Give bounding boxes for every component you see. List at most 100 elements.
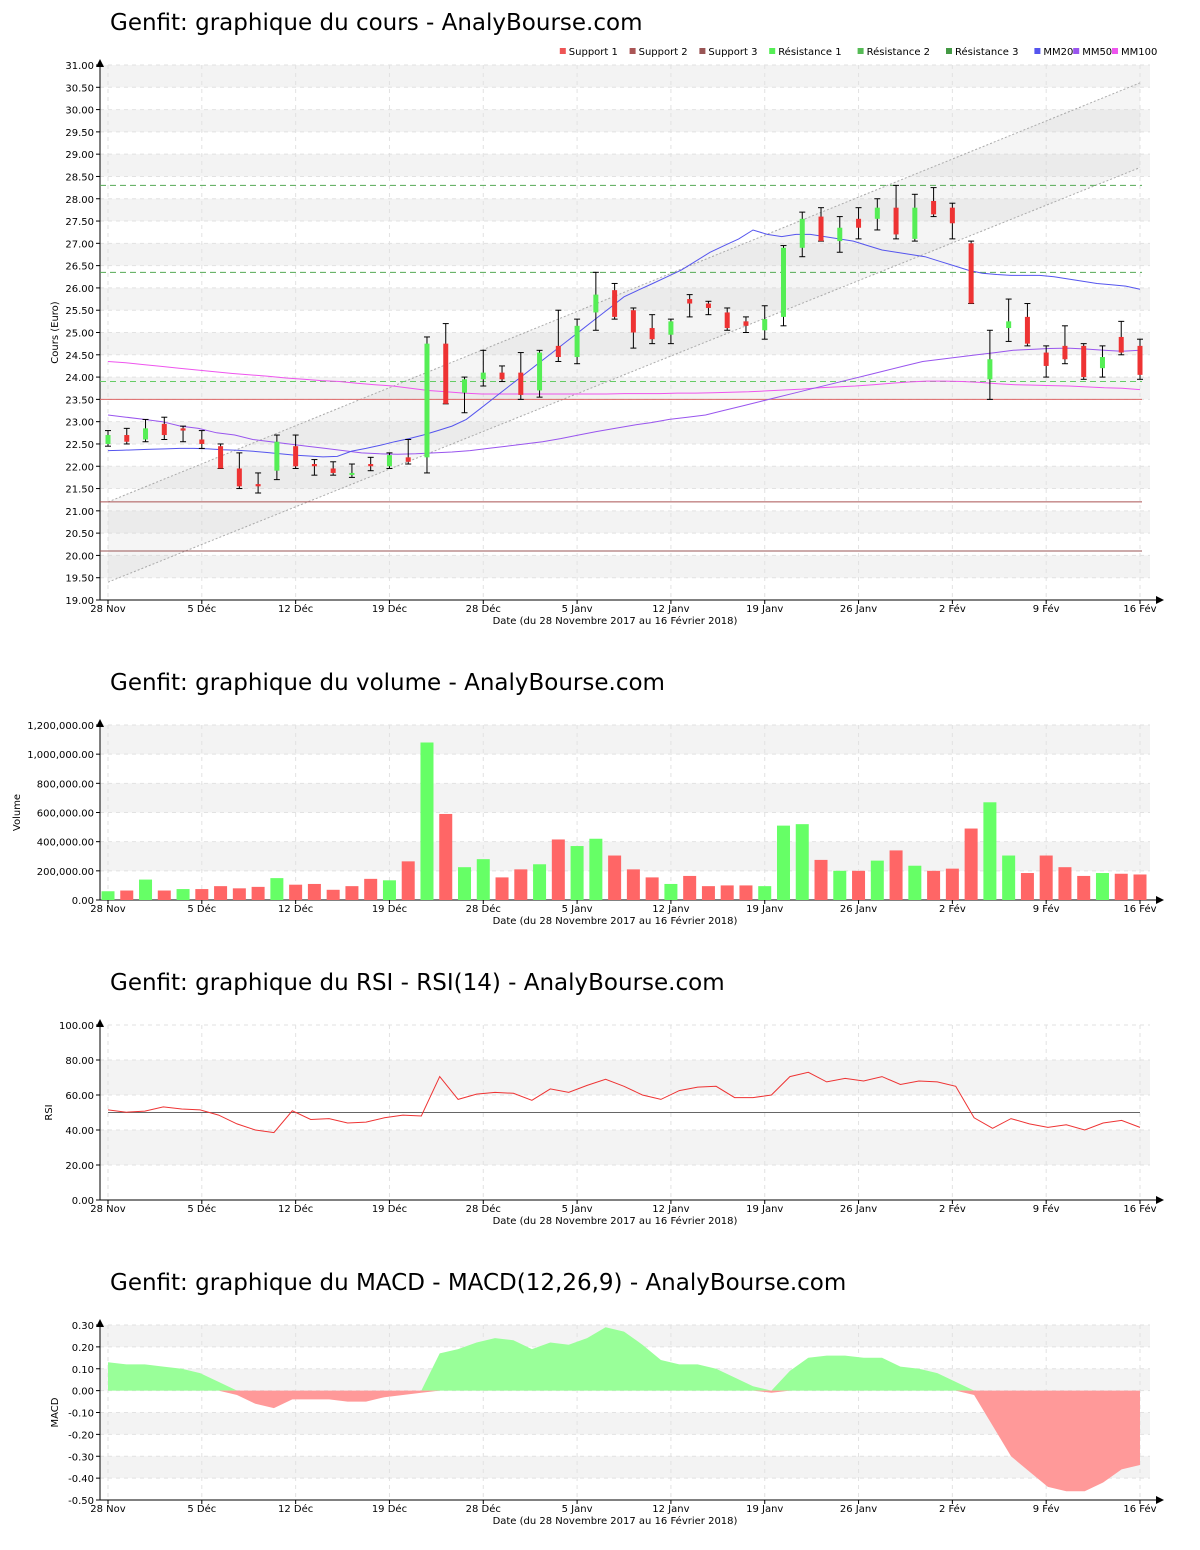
y-tick-label: 24.00: [65, 373, 94, 384]
grid-band: [100, 1456, 1150, 1479]
legend-label: Support 2: [639, 47, 688, 58]
macd-negative-area: [108, 1390, 1140, 1492]
x-tick-label: 9 Fév: [1033, 1203, 1060, 1215]
grid-band: [100, 555, 1150, 578]
y-tick-label: 27.50: [65, 217, 94, 228]
mm20-line: [107, 229, 1141, 458]
x-tick-label: 28 Déc: [466, 1203, 501, 1215]
rsi-panel: Genfit: graphique du RSI - RSI(14) - Ana…: [0, 960, 1200, 1240]
legend-label: Support 1: [569, 47, 618, 58]
y-tick-label: 0.10: [72, 1365, 94, 1376]
y-tick-label: 0.00: [72, 896, 94, 907]
y-tick-label: -0.10: [68, 1409, 94, 1420]
mm100-line: [107, 361, 1141, 395]
volume-bar: [739, 885, 753, 900]
x-tick-label: 5 Janv: [562, 904, 593, 915]
volume-bar: [1058, 867, 1072, 900]
candle-body: [1062, 345, 1068, 360]
candle-body: [1099, 357, 1105, 369]
volume-bar: [852, 870, 866, 900]
volume-bar: [120, 890, 134, 900]
x-tick-label: 28 Nov: [90, 1504, 126, 1515]
volume-panel: Genfit: graphique du volume - AnalyBours…: [0, 660, 1200, 940]
candle-body: [499, 372, 505, 380]
x-tick-label: 9 Fév: [1033, 603, 1060, 615]
volume-bar: [289, 884, 303, 900]
trend-channel: [108, 82, 1140, 583]
volume-bar: [533, 864, 547, 900]
candle-body: [311, 464, 317, 467]
x-axis-title: Date (du 28 Novembre 2017 au 16 Février …: [493, 1515, 738, 1527]
y-tick-label: 21.00: [65, 507, 94, 518]
grid-band: [100, 783, 1150, 813]
volume-chart-title: Genfit: graphique du volume - AnalyBours…: [110, 670, 665, 696]
volume-bar: [1077, 875, 1091, 900]
x-tick-label: 26 Janv: [840, 904, 877, 915]
x-tick-label: 19 Janv: [746, 604, 783, 615]
legend-label: Support 3: [708, 47, 757, 58]
x-tick-label: 26 Janv: [840, 1504, 877, 1515]
y-axis-arrow: [96, 719, 104, 727]
legend-swatch: [629, 48, 636, 54]
trend-line-upper: [107, 82, 1141, 503]
macd-panel: Genfit: graphique du MACD - MACD(12,26,9…: [0, 1260, 1200, 1540]
grid-band: [100, 510, 1150, 534]
volume-bar: [401, 861, 415, 900]
x-tick-label: 2 Fév: [939, 903, 966, 915]
volume-bar: [795, 824, 809, 900]
y-tick-label: 1,000,000.00: [27, 750, 94, 761]
x-tick-label: 19 Janv: [746, 1504, 783, 1515]
x-axis-arrow: [1156, 896, 1164, 904]
candle-body: [818, 216, 824, 242]
y-tick-label: 800,000.00: [37, 779, 94, 790]
volume-bar: [1002, 855, 1016, 900]
y-tick-label: 20.00: [65, 551, 94, 562]
legend-swatch: [1112, 48, 1118, 54]
macd-positive-area: [108, 1327, 1140, 1391]
volume-bar: [251, 886, 265, 900]
x-tick-label: 5 Janv: [562, 1204, 593, 1215]
x-axis-arrow: [1156, 1196, 1164, 1204]
x-tick-label: 12 Janv: [652, 1204, 689, 1215]
grid-band: [100, 198, 1150, 222]
volume-bar: [326, 889, 340, 900]
candle-body: [780, 247, 786, 317]
legend-label: Résistance 2: [867, 46, 930, 58]
y-tick-label: 600,000.00: [37, 809, 94, 820]
x-tick-label: 2 Fév: [939, 1203, 966, 1215]
x-tick-label: 28 Déc: [466, 1503, 501, 1515]
x-tick-label: 28 Nov: [90, 604, 126, 615]
legend-swatch: [1034, 48, 1041, 54]
grid-band: [100, 421, 1150, 444]
volume-bar: [945, 868, 959, 900]
candle-body: [537, 352, 543, 391]
volume-bar: [1039, 855, 1053, 900]
volume-bar: [983, 802, 997, 900]
y-tick-label: 23.50: [65, 395, 94, 406]
candle-body: [837, 227, 843, 242]
x-axis-arrow: [1156, 1496, 1164, 1504]
x-tick-label: 16 Fév: [1123, 1203, 1156, 1215]
y-tick-label: 23.00: [65, 418, 94, 429]
grid-band: [100, 466, 1150, 489]
legend-label: MM50: [1082, 47, 1112, 58]
grid-band: [100, 1060, 1150, 1095]
legend-swatch: [857, 48, 864, 54]
candle-body: [630, 310, 636, 333]
candle-body: [349, 472, 355, 475]
volume-bar: [364, 878, 378, 900]
volume-bar: [927, 870, 941, 900]
legend-label: MM20: [1043, 47, 1073, 58]
legend-swatch: [699, 48, 706, 54]
y-tick-label: 24.50: [65, 351, 94, 362]
volume-bar: [683, 875, 697, 900]
legend-swatch: [769, 48, 776, 54]
candle-body: [1024, 316, 1030, 344]
y-axis-title: MACD: [50, 1397, 61, 1427]
candle-body: [593, 294, 599, 313]
candle-body: [724, 312, 730, 329]
y-axis-arrow: [96, 59, 104, 67]
x-tick-label: 19 Déc: [372, 1503, 407, 1515]
volume-bar: [701, 886, 715, 900]
x-tick-label: 16 Fév: [1123, 1503, 1156, 1515]
